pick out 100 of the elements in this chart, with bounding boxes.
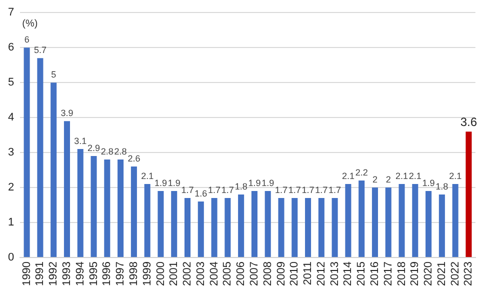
bar bbox=[251, 191, 258, 258]
bar bbox=[158, 191, 164, 258]
x-tick-label: 2009 bbox=[275, 262, 288, 286]
data-label: 1.9 bbox=[154, 178, 167, 188]
x-tick-label: 2002 bbox=[182, 262, 194, 286]
bar bbox=[385, 188, 392, 258]
data-label: 1.7 bbox=[288, 185, 301, 196]
bar bbox=[184, 198, 191, 258]
x-tick-label: 2011 bbox=[302, 262, 314, 286]
x-tick-label: 2005 bbox=[222, 262, 234, 286]
bar bbox=[118, 160, 124, 258]
data-label: 2.1 bbox=[342, 171, 354, 182]
bar bbox=[426, 191, 432, 258]
bar bbox=[64, 121, 70, 258]
bar bbox=[358, 180, 365, 258]
data-label: 2.1 bbox=[408, 171, 422, 182]
x-tick-label: 1990 bbox=[20, 262, 33, 286]
bar bbox=[104, 160, 110, 258]
data-label: 1.8 bbox=[436, 182, 448, 192]
y-tick-label: 5 bbox=[8, 76, 14, 89]
data-label: 1.7 bbox=[221, 185, 234, 196]
data-label: 3.9 bbox=[60, 108, 74, 118]
x-tick-label: 1991 bbox=[34, 262, 46, 286]
bar bbox=[77, 149, 84, 258]
x-tick-label: 1995 bbox=[88, 262, 100, 286]
x-tick-label: 2010 bbox=[288, 262, 301, 286]
data-label: 2 bbox=[386, 174, 391, 185]
y-tick-label: 0 bbox=[8, 252, 14, 264]
bar bbox=[130, 166, 137, 258]
x-tick-label: 2008 bbox=[262, 262, 274, 286]
x-tick-label: 2000 bbox=[154, 262, 167, 286]
data-label: 1.9 bbox=[262, 178, 274, 188]
bar bbox=[37, 58, 44, 258]
x-tick-label: 2003 bbox=[194, 262, 207, 286]
x-tick-label: 2014 bbox=[342, 262, 354, 286]
bar bbox=[345, 184, 352, 258]
x-tick-label: 2006 bbox=[235, 262, 248, 286]
x-tick-label: 2017 bbox=[382, 262, 394, 286]
bar bbox=[318, 198, 324, 258]
data-label: 2.1 bbox=[141, 171, 154, 182]
y-tick-label: 6 bbox=[8, 42, 14, 54]
x-tick-label: 2021 bbox=[436, 262, 448, 286]
data-label: 2.8 bbox=[114, 146, 127, 157]
x-tick-label: 1992 bbox=[48, 262, 60, 286]
data-label: 1.7 bbox=[208, 185, 221, 196]
bar bbox=[332, 198, 338, 258]
x-tick-label: 2001 bbox=[168, 262, 180, 286]
bar bbox=[292, 198, 298, 258]
x-tick-label: 2013 bbox=[328, 262, 341, 286]
bar bbox=[452, 184, 458, 258]
x-tick-label: 1994 bbox=[74, 262, 86, 286]
bar bbox=[144, 184, 150, 258]
x-tick-label: 2018 bbox=[396, 262, 408, 286]
x-tick-label: 2015 bbox=[356, 262, 368, 286]
bar bbox=[305, 198, 312, 258]
y-tick-label: 7 bbox=[8, 6, 14, 19]
x-tick-label: 2022 bbox=[449, 262, 462, 286]
data-label: 2.6 bbox=[128, 154, 140, 164]
bar bbox=[198, 202, 204, 258]
x-tick-label: 1999 bbox=[141, 262, 154, 286]
data-label: 1.8 bbox=[234, 182, 248, 192]
data-label: 2.1 bbox=[396, 171, 408, 182]
data-label: 6 bbox=[24, 34, 30, 45]
bar bbox=[171, 191, 178, 258]
x-tick-label: 1993 bbox=[61, 262, 74, 286]
bar bbox=[278, 198, 284, 258]
y-tick-label: 2 bbox=[8, 182, 14, 194]
data-label: 3.1 bbox=[74, 136, 87, 146]
data-label: 2.2 bbox=[355, 168, 368, 178]
data-label: 2 bbox=[372, 174, 378, 185]
x-tick-label: 2007 bbox=[248, 262, 260, 286]
data-label: 2.9 bbox=[88, 143, 100, 154]
x-tick-label: 2016 bbox=[369, 262, 382, 286]
data-label: 1.7 bbox=[328, 185, 342, 196]
x-tick-label: 2023 bbox=[462, 262, 475, 286]
bar bbox=[90, 156, 97, 258]
data-label: 3.6 bbox=[460, 114, 478, 129]
data-label: 1.7 bbox=[274, 185, 288, 196]
data-label: 1.7 bbox=[302, 185, 314, 196]
data-label: 1.9 bbox=[168, 178, 180, 188]
y-tick-label: 1 bbox=[8, 216, 14, 229]
bar bbox=[24, 48, 30, 258]
bar bbox=[466, 132, 472, 258]
data-label: 5 bbox=[51, 70, 56, 80]
x-tick-label: 1996 bbox=[101, 262, 114, 286]
y-tick-label: 4 bbox=[8, 112, 14, 124]
data-label: 1.9 bbox=[248, 178, 261, 188]
bar bbox=[438, 194, 445, 258]
bar bbox=[398, 184, 405, 258]
bar bbox=[50, 82, 57, 258]
x-tick-label: 2019 bbox=[409, 262, 422, 286]
data-label: 1.9 bbox=[422, 178, 435, 188]
x-tick-label: 2012 bbox=[315, 262, 328, 286]
x-tick-label: 1998 bbox=[128, 262, 140, 286]
bar bbox=[412, 184, 418, 258]
bar bbox=[264, 191, 271, 258]
data-label: 1.7 bbox=[181, 185, 194, 196]
data-label: 2.1 bbox=[449, 171, 462, 182]
y-axis-title: (%) bbox=[22, 18, 38, 30]
x-tick-label: 1997 bbox=[114, 262, 127, 286]
